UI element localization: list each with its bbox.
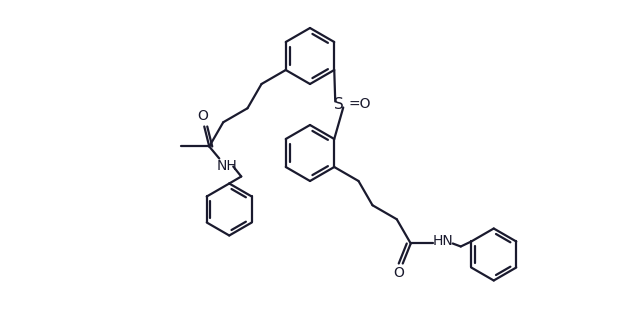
Text: O: O (197, 109, 208, 123)
Text: NH: NH (217, 160, 238, 174)
Text: =O: =O (349, 96, 371, 110)
Text: O: O (393, 266, 404, 280)
Text: HN: HN (433, 234, 453, 248)
Text: S: S (334, 97, 344, 112)
